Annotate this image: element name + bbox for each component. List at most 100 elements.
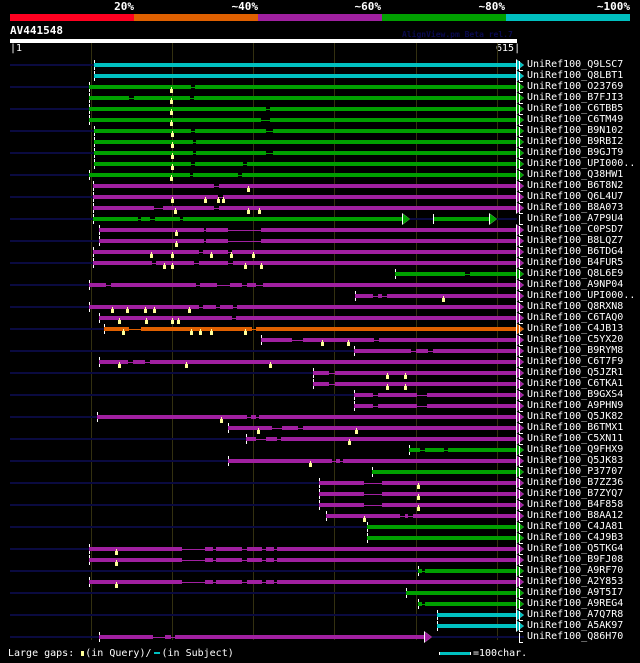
alignment-end-arrow: [517, 335, 524, 345]
hit-row[interactable]: UniRef100_Q8RXN8: [0, 301, 640, 313]
hit-label[interactable]: UniRef100_A5AK97: [527, 620, 624, 631]
alignment-segment: [270, 107, 516, 111]
alignment-segment: [205, 558, 213, 562]
hit-label[interactable]: UniRef100_C5YX20: [527, 334, 624, 345]
hit-label[interactable]: UniRef100_A9T5I7: [527, 587, 624, 598]
hit-row[interactable]: UniRef100_B8AA12: [0, 510, 640, 522]
hit-row[interactable]: UniRef100_Q5TKG4: [0, 543, 640, 555]
hit-label[interactable]: UniRef100_UPI000..: [527, 290, 636, 301]
hit-row[interactable]: UniRef100_B4F858: [0, 499, 640, 511]
hit-row[interactable]: UniRef100_B9GJT9: [0, 147, 640, 159]
hit-label[interactable]: UniRef100_C6TAQ0: [527, 312, 624, 323]
hit-row[interactable]: UniRef100_B8LQZ7: [0, 235, 640, 247]
alignment-segment: [227, 459, 333, 463]
hit-row[interactable]: UniRef100_Q38HW1: [0, 169, 640, 181]
hit-label[interactable]: UniRef100_B6T8N2: [527, 180, 624, 191]
hit-label[interactable]: UniRef100_B9RBI2: [527, 136, 624, 147]
hit-label[interactable]: UniRef100_Q6L4U7: [527, 191, 624, 202]
hit-label[interactable]: UniRef100_B9GXS4: [527, 389, 624, 400]
hit-label[interactable]: UniRef100_B9FJ08: [527, 554, 624, 565]
hit-label[interactable]: UniRef100_Q8LBT1: [527, 70, 624, 81]
hit-label[interactable]: UniRef100_Q8RXN8: [527, 301, 624, 312]
hit-row[interactable]: UniRef100_Q5JK82: [0, 411, 640, 423]
hit-label[interactable]: UniRef100_A7P9U4: [527, 213, 624, 224]
hit-label[interactable]: UniRef100_Q5JZR1: [527, 367, 624, 378]
hit-label[interactable]: UniRef100_Q38HW1: [527, 169, 624, 180]
hit-label[interactable]: UniRef100_Q9LSC7: [527, 59, 624, 70]
hit-label[interactable]: UniRef100_C6TKA1: [527, 378, 624, 389]
hit-label[interactable]: UniRef100_B6TMX1: [527, 422, 624, 433]
hit-label[interactable]: UniRef100_C4J9B3: [527, 532, 624, 543]
hit-row[interactable]: UniRef100_B9N102: [0, 125, 640, 137]
hit-label[interactable]: UniRef100_Q5TKG4: [527, 543, 624, 554]
hit-row[interactable]: UniRef100_C6TM49: [0, 114, 640, 126]
hit-row[interactable]: UniRef100_Q5JZR1: [0, 367, 640, 379]
hit-label[interactable]: UniRef100_Q8L6E9: [527, 268, 624, 279]
hit-row[interactable]: UniRef100_A7P9U4: [0, 213, 640, 225]
hit-label[interactable]: UniRef100_B7ZYQ7: [527, 488, 624, 499]
hit-label[interactable]: UniRef100_C6TM49: [527, 114, 624, 125]
hit-row[interactable]: UniRef100_Q5JK83: [0, 455, 640, 467]
hit-label[interactable]: UniRef100_C6T7F9: [527, 356, 624, 367]
hit-row[interactable]: UniRef100_B9FJ08: [0, 554, 640, 566]
hit-label[interactable]: UniRef100_C0PSD7: [527, 224, 624, 235]
hit-label[interactable]: UniRef100_B6TDG4: [527, 246, 624, 257]
hit-label[interactable]: UniRef100_Q9FHX9: [527, 444, 624, 455]
hit-row[interactable]: UniRef100_C0PSD7: [0, 224, 640, 236]
hit-row[interactable]: UniRef100_B6TMX1: [0, 422, 640, 434]
hit-row[interactable]: UniRef100_UPI000..: [0, 290, 640, 302]
hit-row[interactable]: UniRef100_C5YX20: [0, 334, 640, 346]
hit-row[interactable]: UniRef100_C6T7F9: [0, 356, 640, 368]
hit-label[interactable]: UniRef100_Q86H70: [527, 631, 624, 642]
hit-row[interactable]: UniRef100_UPI000..: [0, 158, 640, 170]
hit-row[interactable]: UniRef100_B9RYM8: [0, 345, 640, 357]
hit-row[interactable]: UniRef100_C4JB13: [0, 323, 640, 335]
hit-row[interactable]: UniRef100_Q6L4U7: [0, 191, 640, 203]
hit-label[interactable]: UniRef100_A2Y853: [527, 576, 624, 587]
hit-label[interactable]: UniRef100_B7ZZ36: [527, 477, 624, 488]
hit-row[interactable]: UniRef100_A5AK97: [0, 620, 640, 632]
hit-row[interactable]: UniRef100_B7FJI3: [0, 92, 640, 104]
hit-row[interactable]: UniRef100_C6TKA1: [0, 378, 640, 390]
hit-label[interactable]: UniRef100_UPI000..: [527, 158, 636, 169]
hit-label[interactable]: UniRef100_C4JA81: [527, 521, 624, 532]
alignment-segment: [99, 228, 204, 232]
hit-row[interactable]: UniRef100_B8A073: [0, 202, 640, 214]
hit-row[interactable]: UniRef100_Q86H70: [0, 631, 640, 643]
hit-label[interactable]: UniRef100_B9GJT9: [527, 147, 624, 158]
hit-row[interactable]: UniRef100_B4FUR5: [0, 257, 640, 269]
hit-row[interactable]: UniRef100_B7ZZ36: [0, 477, 640, 489]
hit-row[interactable]: UniRef100_B7ZYQ7: [0, 488, 640, 500]
hit-row[interactable]: UniRef100_C6TAQ0: [0, 312, 640, 324]
hit-label[interactable]: UniRef100_Q5JK83: [527, 455, 624, 466]
alignment-segment: [272, 151, 516, 155]
hit-label[interactable]: UniRef100_B9N102: [527, 125, 624, 136]
hit-row[interactable]: UniRef100_A9NP04: [0, 279, 640, 291]
hit-label[interactable]: UniRef100_A9NP04: [527, 279, 624, 290]
alignment-end-arrow: [517, 269, 524, 279]
alignment-segment: [94, 129, 192, 133]
hit-label[interactable]: UniRef100_B9RYM8: [527, 345, 624, 356]
hit-label[interactable]: UniRef100_A7Q7R8: [527, 609, 624, 620]
hit-row[interactable]: UniRef100_A9RF70: [0, 565, 640, 577]
alignment-segment: [202, 305, 216, 309]
hit-row[interactable]: UniRef100_B9RBI2: [0, 136, 640, 148]
hit-label[interactable]: UniRef100_B4FUR5: [527, 257, 624, 268]
hit-label[interactable]: UniRef100_B4F858: [527, 499, 624, 510]
hit-label[interactable]: UniRef100_P37707: [527, 466, 624, 477]
hit-label[interactable]: UniRef100_A9REG4: [527, 598, 624, 609]
alignment-segment: [277, 547, 516, 551]
hit-label[interactable]: UniRef100_C5XN11: [527, 433, 624, 444]
hit-label[interactable]: UniRef100_Q5JK82: [527, 411, 624, 422]
hit-label[interactable]: UniRef100_B7FJI3: [527, 92, 624, 103]
hit-label[interactable]: UniRef100_B8AA12: [527, 510, 624, 521]
hit-label[interactable]: UniRef100_B8A073: [527, 202, 624, 213]
hit-label[interactable]: UniRef100_A9PHN9: [527, 400, 624, 411]
alignment-segment: [382, 503, 516, 507]
hit-label[interactable]: UniRef100_B8LQZ7: [527, 235, 624, 246]
hit-label[interactable]: UniRef100_A9RF70: [527, 565, 624, 576]
hit-label[interactable]: UniRef100_C6TBB5: [527, 103, 624, 114]
hit-label[interactable]: UniRef100_C4JB13: [527, 323, 624, 334]
hit-label[interactable]: UniRef100_O23769: [527, 81, 624, 92]
hit-row[interactable]: UniRef100_B6TDG4: [0, 246, 640, 258]
